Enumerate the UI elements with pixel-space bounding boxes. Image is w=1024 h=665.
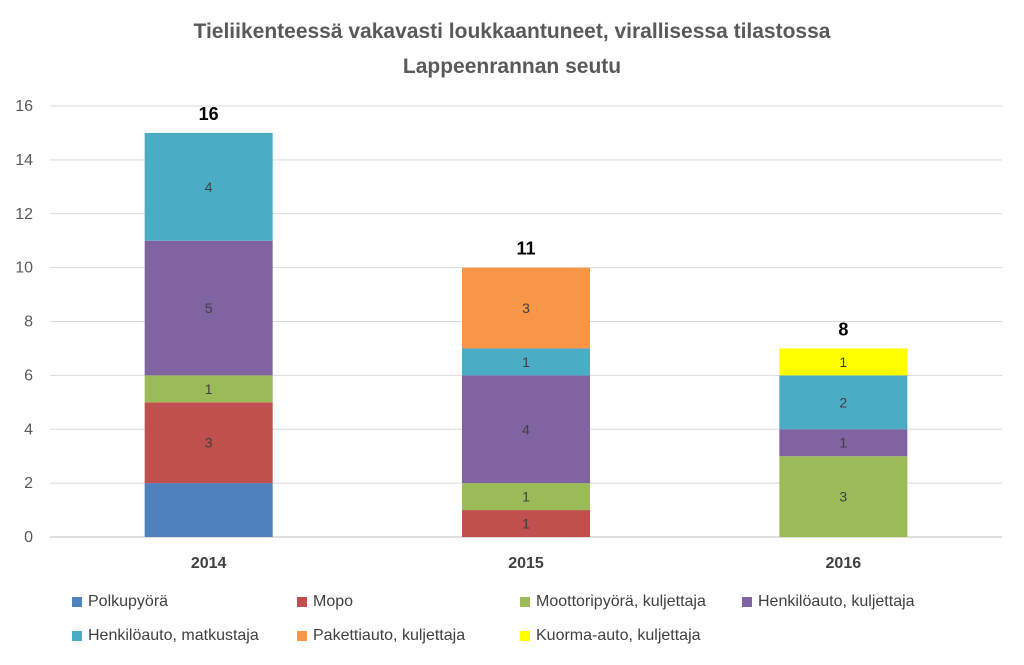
bar-segment: [144, 240, 273, 376]
legend: Polkupyörä Mopo Moottoripyörä, kuljettaja H…: [0, 590, 1024, 660]
legend-item: Pakettiauto, kuljettaja: [297, 627, 465, 645]
data-label: 1: [522, 489, 530, 505]
bar-segment: [462, 348, 590, 376]
legend-item: Henkilöauto, kuljettaja: [742, 593, 915, 611]
legend-item: Moottoripyörä, kuljettaja: [520, 593, 706, 611]
legend-swatch: [742, 597, 752, 607]
data-label: 3: [839, 489, 847, 505]
data-label: 4: [205, 179, 213, 195]
y-tick-label: 8: [24, 314, 33, 331]
y-tick-label: 0: [24, 529, 33, 546]
legend-label: Polkupyörä: [88, 593, 169, 610]
data-label: 1: [205, 381, 213, 397]
legend-swatch: [520, 597, 530, 607]
legend-item: Henkilöauto, matkustaja: [72, 627, 259, 645]
data-label: 3: [522, 300, 530, 316]
bar-segment: [779, 375, 908, 430]
legend-label: Pakettiauto, kuljettaja: [313, 627, 466, 644]
legend-swatch: [72, 597, 82, 607]
bar-segment: [144, 132, 273, 241]
bar-segment: [779, 348, 908, 376]
chart-subtitle: Lappeenrannan seutu: [402, 55, 622, 78]
data-label: 5: [205, 300, 213, 316]
legend-label: Moottoripyörä, kuljettaja: [536, 593, 706, 610]
y-tick-label: 12: [15, 206, 33, 223]
data-label: 4: [522, 421, 530, 437]
bar-segment: [462, 375, 590, 484]
bar-segment: [144, 375, 273, 403]
y-tick-label: 10: [15, 260, 33, 277]
bar-segment: [779, 429, 908, 457]
bar-segment: [462, 267, 590, 349]
legend-item: Kuorma-auto, kuljettaja: [520, 627, 701, 645]
data-label: 1: [839, 435, 847, 451]
bar-segment: [462, 510, 590, 537]
legend-label: Henkilöauto, matkustaja: [88, 627, 259, 644]
data-label: 3: [205, 435, 213, 451]
legend-label: Kuorma-auto, kuljettaja: [536, 627, 701, 644]
legend-item: Polkupyörä: [72, 593, 168, 611]
data-label: 1: [839, 354, 847, 370]
y-tick-label: 16: [15, 98, 33, 115]
x-tick-label: 2015: [508, 555, 544, 572]
data-label: 1: [522, 354, 530, 370]
data-label: 1: [522, 516, 530, 532]
legend-label: Mopo: [313, 593, 354, 610]
chart-title: Tieliikenteessä vakavasti loukkaantuneet…: [193, 20, 831, 43]
x-tick-label: 2016: [826, 555, 862, 572]
total-label: 11: [516, 239, 535, 259]
legend-item: Mopo: [297, 593, 353, 611]
bar-segment: [779, 456, 908, 537]
total-label: 16: [199, 104, 219, 124]
y-tick-label: 14: [15, 152, 33, 169]
plot-area: 0246810121416315416201411413112015312182…: [15, 98, 1002, 572]
legend-swatch: [297, 597, 307, 607]
y-tick-label: 2: [24, 475, 33, 492]
total-label: 8: [838, 319, 848, 339]
legend-swatch: [297, 631, 307, 641]
legend-label: Henkilöauto, kuljettaja: [758, 593, 915, 610]
bar-segment: [462, 483, 590, 511]
y-tick-label: 6: [24, 367, 33, 384]
legend-swatch: [72, 631, 82, 641]
bar-segment: [144, 402, 273, 484]
bar-segment: [144, 483, 273, 537]
y-tick-label: 4: [24, 421, 33, 438]
x-tick-label: 2014: [191, 555, 227, 572]
legend-swatch: [520, 631, 530, 641]
data-label: 2: [839, 394, 847, 410]
